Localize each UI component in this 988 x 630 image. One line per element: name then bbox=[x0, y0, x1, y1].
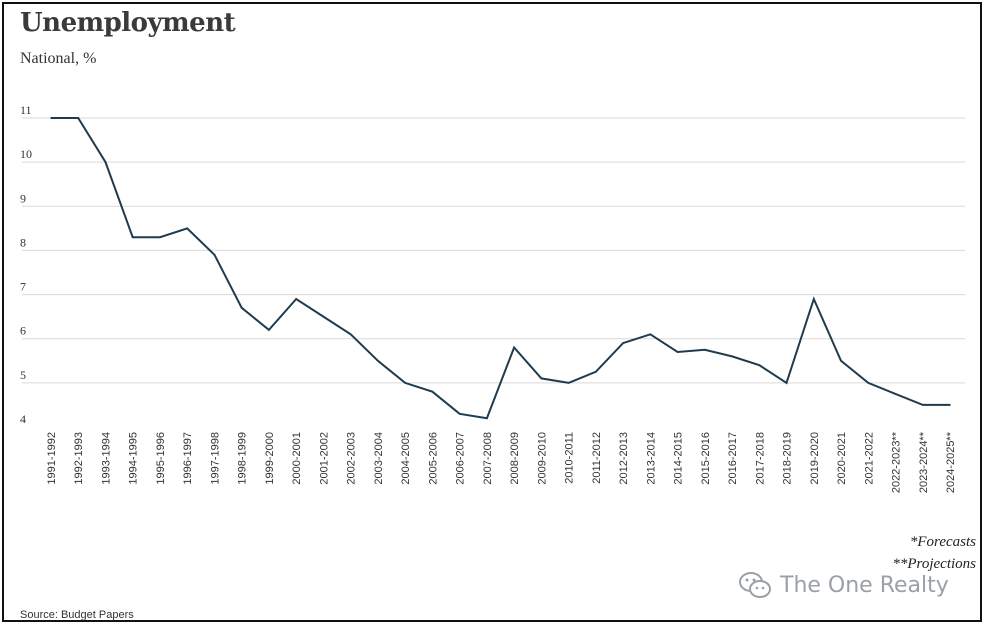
series-group bbox=[50, 117, 951, 420]
y-tick-label: 9 bbox=[20, 191, 26, 205]
data-point bbox=[840, 359, 842, 362]
x-tick-label: 2003-2004 bbox=[373, 432, 385, 485]
data-point bbox=[104, 161, 107, 163]
x-tick-label: 1999-2000 bbox=[264, 432, 276, 485]
data-point bbox=[349, 333, 352, 336]
y-tick-label: 7 bbox=[20, 280, 26, 294]
x-tick-label: 1998-1999 bbox=[237, 432, 249, 485]
data-point bbox=[377, 359, 379, 362]
x-tick-label: 1992-1993 bbox=[73, 432, 85, 485]
data-point bbox=[513, 346, 515, 349]
x-tick-label: 2010-2011 bbox=[564, 432, 576, 484]
data-point bbox=[622, 342, 624, 344]
data-point bbox=[567, 382, 570, 384]
data-point bbox=[213, 254, 216, 256]
data-point bbox=[186, 227, 189, 230]
data-point bbox=[131, 236, 134, 238]
x-tick-label: 2017-2018 bbox=[754, 432, 766, 485]
data-point bbox=[458, 412, 461, 415]
data-point bbox=[486, 417, 488, 419]
x-tick-label: 2009-2010 bbox=[536, 432, 548, 485]
x-tick-label: 2000-2001 bbox=[291, 432, 303, 485]
x-tick-label: 2008-2009 bbox=[509, 432, 521, 485]
watermark-text: The One Realty bbox=[780, 572, 949, 598]
data-point bbox=[894, 393, 897, 395]
x-tick-label: 1997-1998 bbox=[209, 432, 221, 485]
x-tick-label: 1996-1997 bbox=[182, 432, 194, 485]
chart-title: Unemployment bbox=[20, 8, 236, 38]
y-tick-label: 5 bbox=[20, 368, 26, 382]
data-point bbox=[431, 390, 434, 393]
x-tick-label: 2011-2012 bbox=[591, 432, 603, 484]
data-point bbox=[595, 371, 597, 373]
source-note: Source: Budget Papers bbox=[20, 609, 134, 621]
x-tick-label: 2004-2005 bbox=[400, 432, 412, 485]
x-tick-label: 1991-1992 bbox=[46, 432, 58, 485]
data-point bbox=[77, 117, 80, 119]
x-tick-label: 1993-1994 bbox=[100, 432, 112, 485]
x-tick-label: 2015-2016 bbox=[700, 432, 712, 485]
x-tick-label: 2013-2014 bbox=[645, 432, 657, 485]
data-point bbox=[758, 364, 761, 367]
data-point bbox=[704, 348, 706, 351]
data-point bbox=[540, 377, 543, 380]
x-tick-label: 2012-2013 bbox=[618, 432, 630, 485]
projections-note: **Projections bbox=[892, 556, 976, 572]
x-tick-label: 2024-2025** bbox=[945, 431, 957, 493]
x-tick-label: 2007-2008 bbox=[482, 432, 494, 485]
chart-subtitle: National, % bbox=[20, 50, 97, 67]
x-tick-label: 2016-2017 bbox=[727, 432, 739, 485]
data-point bbox=[322, 315, 325, 318]
watermark: The One Realty bbox=[738, 570, 949, 600]
y-tick-label: 4 bbox=[20, 412, 26, 426]
x-tick-label: 2023-2024** bbox=[918, 431, 930, 493]
x-tick-labels: 1991-1992 1992-1993 1993-1994 1994-1995 1995… bbox=[46, 431, 957, 493]
data-point bbox=[295, 298, 297, 300]
data-point bbox=[812, 298, 815, 300]
data-point bbox=[731, 355, 733, 358]
x-tick-label: 2002-2003 bbox=[346, 432, 358, 485]
y-tick-labels: 4 5 6 7 8 9 10 11 bbox=[20, 103, 32, 426]
data-point bbox=[268, 329, 270, 331]
data-point bbox=[867, 382, 870, 384]
y-tick-label: 8 bbox=[20, 235, 26, 249]
data-point bbox=[50, 117, 52, 119]
data-point bbox=[785, 382, 788, 384]
x-tick-label: 2006-2007 bbox=[455, 432, 467, 485]
x-tick-label: 1995-1996 bbox=[155, 432, 167, 485]
footnotes: *Forecasts **Projections bbox=[892, 531, 976, 575]
y-tick-label: 10 bbox=[20, 147, 32, 161]
data-point bbox=[240, 307, 243, 309]
x-tick-label: 1994-1995 bbox=[128, 432, 140, 485]
x-tick-label: 2021-2022 bbox=[863, 432, 875, 485]
data-point bbox=[676, 351, 679, 353]
forecasts-note: *Forecasts bbox=[909, 534, 976, 550]
wechat-icon bbox=[739, 572, 771, 598]
data-point bbox=[649, 333, 652, 336]
data-point bbox=[404, 382, 406, 384]
x-tick-label: 2014-2015 bbox=[673, 432, 685, 485]
data-point bbox=[159, 236, 161, 238]
series-line bbox=[51, 117, 950, 420]
data-point bbox=[921, 404, 924, 406]
data-point bbox=[949, 404, 951, 406]
x-tick-label: 2005-2006 bbox=[427, 432, 439, 485]
x-tick-label: 2018-2019 bbox=[782, 432, 794, 485]
x-tick-label: 2001-2002 bbox=[318, 432, 330, 485]
x-tick-label: 2019-2020 bbox=[809, 432, 821, 485]
y-tick-label: 6 bbox=[20, 324, 26, 338]
y-tick-label: 11 bbox=[20, 103, 32, 117]
x-tick-label: 2020-2021 bbox=[836, 432, 848, 485]
grid-lines bbox=[22, 117, 965, 384]
x-tick-label: 2022-2023** bbox=[891, 431, 903, 493]
